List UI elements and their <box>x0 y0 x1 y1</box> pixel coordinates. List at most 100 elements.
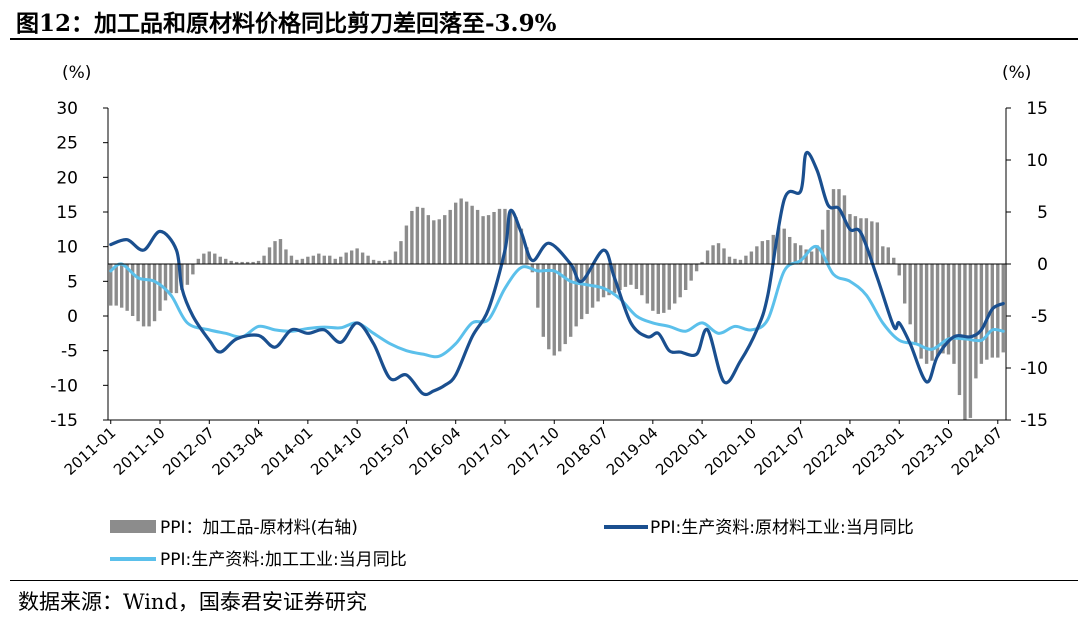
bar-154 <box>952 264 956 364</box>
bar-70 <box>492 212 496 264</box>
right-tick-label-0: 0 <box>1037 255 1048 275</box>
bar-3 <box>125 264 129 311</box>
line-processing <box>109 244 1005 359</box>
legend-label-proc: PPI:生产资料:加工工业:当月同比 <box>160 550 407 570</box>
bar-116 <box>744 255 748 264</box>
x-tick-label-9: 2017-10 <box>504 424 563 479</box>
left-axis-unit: (%) <box>62 63 91 83</box>
bar-8 <box>152 264 157 322</box>
x-tick-label-15: 2022-04 <box>800 424 859 479</box>
bar-51 <box>388 259 392 264</box>
bar-44 <box>349 250 354 264</box>
source-note: 数据来源：Wind，国泰君安证券研究 <box>18 590 367 614</box>
bar-68 <box>481 216 485 264</box>
bar-73 <box>508 210 513 264</box>
bar-114 <box>733 258 737 264</box>
bar-20 <box>218 256 222 264</box>
bar-86 <box>579 264 584 320</box>
bar-155 <box>957 264 962 396</box>
bar-162 <box>996 264 1000 358</box>
bar-106 <box>689 264 693 281</box>
bar-120 <box>766 240 770 264</box>
bar-30 <box>273 241 277 264</box>
bar-136 <box>853 216 858 264</box>
bar-4 <box>130 264 135 316</box>
bar-14 <box>185 264 190 285</box>
source-rule <box>10 580 1078 581</box>
bar-6 <box>141 264 146 327</box>
bar-95 <box>629 264 633 285</box>
bar-32 <box>284 249 288 264</box>
bar-76 <box>525 247 529 264</box>
bar-29 <box>267 247 272 264</box>
bar-67 <box>475 209 480 264</box>
bar-7 <box>147 264 151 327</box>
bar-132 <box>831 189 836 264</box>
bar-24 <box>240 261 244 264</box>
x-tick-label-1: 2011-10 <box>110 424 169 479</box>
bar-71 <box>497 208 502 264</box>
bar-133 <box>837 189 841 264</box>
bar-119 <box>760 241 765 264</box>
x-tick-label-17: 2023-10 <box>899 424 958 479</box>
x-tick-label-3: 2013-04 <box>209 424 268 479</box>
bar-9 <box>158 264 162 311</box>
bar-151 <box>935 264 940 357</box>
bar-66 <box>470 205 474 264</box>
bar-series <box>109 189 1005 420</box>
bar-145 <box>903 264 907 304</box>
title-rule <box>10 38 1078 40</box>
x-tick-label-18: 2024-07 <box>948 424 1007 479</box>
bar-141 <box>881 246 885 264</box>
x-tick-label-8: 2017-01 <box>455 424 514 479</box>
bar-64 <box>459 198 463 264</box>
left-tick-label-30: 30 <box>56 99 78 119</box>
bar-15 <box>191 264 195 275</box>
axes: -15 -10 -5 0 5 10 15 20 25 30 -15 -10 -5 0 5 10 15 <box>50 99 1048 431</box>
bar-40 <box>328 255 332 264</box>
bar-65 <box>464 201 469 264</box>
bar-113 <box>727 256 732 264</box>
bar-93 <box>618 264 622 290</box>
bar-140 <box>875 222 880 264</box>
right-tick-label--5: -5 <box>1031 307 1048 327</box>
right-tick-label-10: 10 <box>1026 151 1048 171</box>
bar-57 <box>421 207 425 264</box>
bar-147 <box>913 264 918 346</box>
bar-60 <box>437 219 441 264</box>
bar-23 <box>234 261 239 264</box>
bar-17 <box>202 253 206 264</box>
bar-99 <box>651 264 655 311</box>
bar-56 <box>415 206 420 264</box>
bar-126 <box>798 245 803 264</box>
bar-79 <box>541 264 545 337</box>
left-tick-label-5: 5 <box>67 272 78 292</box>
bar-90 <box>601 264 606 298</box>
bar-89 <box>596 264 600 302</box>
bar-107 <box>694 264 699 272</box>
left-tick-label-10: 10 <box>56 238 78 258</box>
x-tick-label-2: 2012-07 <box>159 424 218 479</box>
bar-87 <box>585 264 589 314</box>
figure-title: 图12：加工品和原材料价格同比剪刀差回落至-3.9% <box>16 10 557 37</box>
x-tick-label-4: 2014-01 <box>258 424 317 479</box>
bar-16 <box>196 258 201 264</box>
left-tick-label--5: -5 <box>61 342 78 362</box>
bar-139 <box>870 221 874 264</box>
bar-84 <box>568 264 573 337</box>
bar-19 <box>213 253 217 264</box>
line-series <box>109 150 1005 397</box>
bar-43 <box>344 252 348 264</box>
bar-146 <box>908 264 912 325</box>
bar-130 <box>820 229 825 264</box>
bar-27 <box>256 260 261 264</box>
bar-28 <box>262 255 266 264</box>
bar-121 <box>771 234 775 264</box>
bar-63 <box>454 202 458 264</box>
bar-11 <box>169 264 173 294</box>
bar-46 <box>360 252 365 264</box>
bar-74 <box>514 217 518 264</box>
bar-150 <box>930 264 934 361</box>
bar-100 <box>656 264 660 314</box>
x-tick-label-10: 2018-07 <box>554 424 613 479</box>
